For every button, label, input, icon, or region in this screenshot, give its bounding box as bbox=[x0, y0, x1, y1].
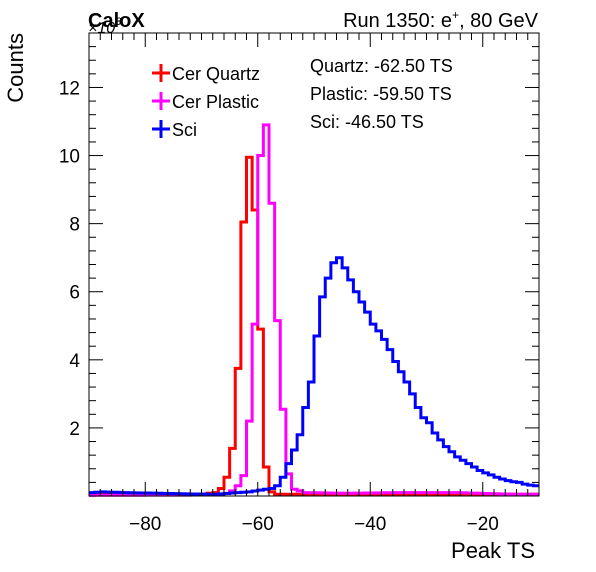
y-tick-label: 4 bbox=[69, 351, 80, 372]
legend-label: Cer Plastic bbox=[172, 92, 259, 112]
x-tick-label: −40 bbox=[354, 514, 386, 535]
annotation-plastic: Plastic: -59.50 TS bbox=[310, 84, 452, 104]
legend-label: Sci bbox=[172, 120, 197, 140]
calox-label: CaloX bbox=[88, 10, 145, 32]
legend-label: Cer Quartz bbox=[172, 64, 260, 84]
y-tick-label: 12 bbox=[59, 78, 80, 99]
series-line-cer-quartz bbox=[89, 155, 539, 496]
run-info: Run 1350: e+, 80 GeV bbox=[343, 8, 539, 32]
series-line-cer-plastic bbox=[89, 123, 539, 497]
series-layer bbox=[89, 123, 539, 497]
y-tick-label: 6 bbox=[69, 283, 80, 304]
x-tick-label: −60 bbox=[242, 514, 274, 535]
axis-tick-labels: −80 −60 −40 −20 2 4 6 8 10 12 bbox=[59, 78, 499, 535]
run-info-suffix: , 80 GeV bbox=[459, 10, 539, 32]
y-axis-title: Counts bbox=[3, 33, 28, 103]
y-tick-label: 8 bbox=[69, 215, 80, 236]
legend-item: Cer Plastic bbox=[152, 92, 259, 112]
series-line-sci bbox=[89, 256, 539, 496]
run-info-sup: + bbox=[452, 8, 459, 22]
x-axis-title: Peak TS bbox=[451, 538, 535, 563]
legend: Cer Quartz Cer Plastic Sci bbox=[152, 64, 260, 140]
x-tick-label: −20 bbox=[467, 514, 499, 535]
y-multiplier-power: 3 bbox=[115, 16, 122, 28]
legend-item: Sci bbox=[152, 120, 197, 140]
annotation-sci: Sci: -46.50 TS bbox=[310, 112, 424, 132]
annotation-quartz: Quartz: -62.50 TS bbox=[310, 56, 453, 76]
y-tick-label: 2 bbox=[69, 419, 80, 440]
legend-item: Cer Quartz bbox=[152, 64, 260, 84]
axis-ticks bbox=[88, 32, 540, 497]
run-info-prefix: Run 1350: e bbox=[343, 10, 452, 32]
y-axis-multiplier: ×103 bbox=[88, 16, 122, 37]
x-tick-label: −80 bbox=[129, 514, 161, 535]
y-tick-label: 10 bbox=[59, 147, 80, 168]
